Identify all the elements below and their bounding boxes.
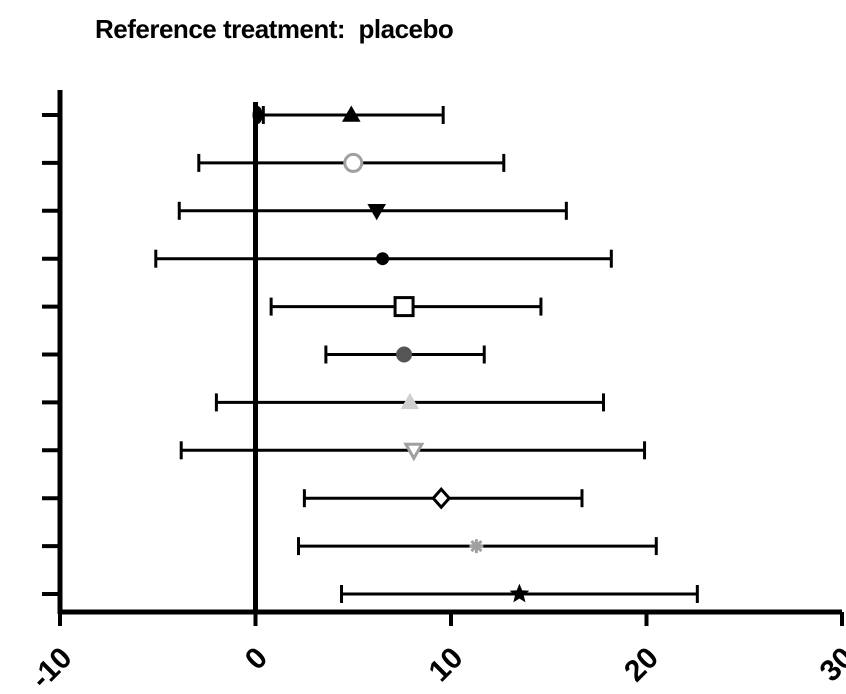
forest-row-11	[340, 583, 699, 603]
marker-dot-4	[376, 252, 390, 266]
marker-triangle-down-8	[403, 442, 425, 462]
rows-layer	[154, 105, 699, 603]
marker-asterisk-10	[469, 539, 484, 554]
x-tick-label-2: 0	[239, 641, 274, 676]
forest-row-5	[269, 296, 543, 318]
x-tick-label-3: 10	[423, 641, 470, 688]
marker-circle-6	[396, 346, 413, 363]
marker-triangle-up-1	[342, 105, 361, 122]
forest-row-9	[302, 486, 584, 510]
forest-row-2	[197, 152, 506, 173]
forest-row-4	[154, 249, 613, 268]
marker-star-11	[509, 583, 530, 603]
forest-row-1	[261, 105, 445, 124]
marker-triangle-down-3	[367, 204, 387, 221]
forest-row-10	[297, 537, 658, 556]
x-tick-label-4: 20	[618, 641, 665, 688]
marker-diamond-9	[431, 486, 452, 510]
forest-row-8	[179, 441, 647, 462]
forest-row-6	[324, 345, 486, 364]
marker-circle-2	[343, 152, 364, 173]
marker-triangle-up-7	[400, 392, 420, 410]
marker-square-5	[393, 296, 415, 318]
axis-layer: -10 0 10 20 30	[25, 90, 846, 694]
forest-row-7	[214, 392, 605, 412]
x-tick-label-5: 30	[814, 641, 846, 688]
chart-title: Reference treatment: placebo	[95, 14, 454, 44]
x-tick-label-1: -10	[25, 641, 79, 694]
forest-row-3	[177, 201, 568, 221]
